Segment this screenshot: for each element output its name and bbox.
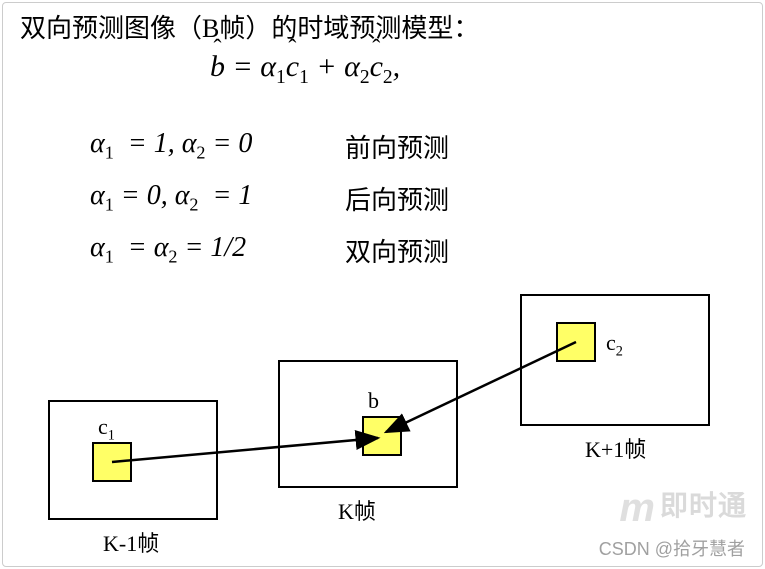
frame-k-1 [48, 400, 218, 520]
main-formula: b = α1c1 + α2c2, [210, 50, 400, 89]
block-label-b: b [368, 388, 379, 414]
block-c₂ [556, 322, 596, 362]
equation-1-label: 前向预测 [345, 128, 449, 165]
equation-2-label: 后向预测 [345, 180, 449, 217]
frame-label-k: K帧 [338, 494, 376, 526]
equation-3-label: 双向预测 [345, 232, 449, 269]
frame-label-k-1: K-1帧 [103, 526, 159, 558]
block-label-c₁: c1 [98, 414, 115, 444]
watermark-logo: m即时通 [619, 480, 747, 525]
equation-3: α1 = α2 = 1/2 [90, 232, 246, 268]
frame-label-k+1: K+1帧 [585, 432, 646, 464]
block-b [362, 416, 402, 456]
block-label-c₂: c2 [606, 330, 623, 360]
block-c₁ [92, 442, 132, 482]
watermark-text: CSDN @拾牙慧者 [599, 535, 745, 561]
equation-1: α1 = 1, α2 = 0 [90, 128, 252, 164]
equation-2: α1 = 0, α2 = 1 [90, 180, 252, 216]
title-text: 双向预测图像（B帧）的时域预测模型： [20, 8, 479, 45]
